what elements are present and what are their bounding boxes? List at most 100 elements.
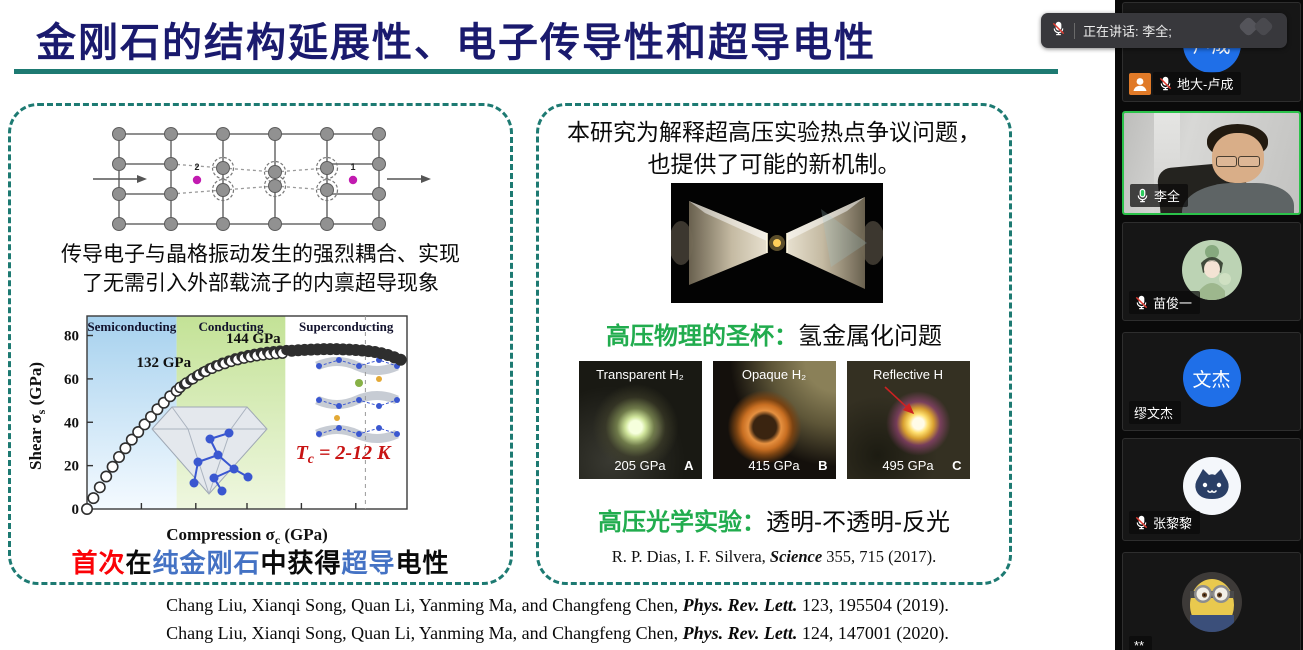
mic-muted-icon [1134, 295, 1149, 310]
ref-suffix: 124, 147001 (2020). [797, 623, 949, 643]
citation-prefix: R. P. Dias, I. F. Silvera, [611, 547, 770, 566]
intro-text: 本研究为解释超高压实验热点争议问题， 也提供了可能的新机制。 [539, 116, 1009, 180]
photo-pressure: 205 GPa [614, 458, 666, 473]
intro-line2: 也提供了可能的新机制。 [647, 151, 901, 177]
svg-text:60: 60 [64, 372, 79, 388]
participant-tile[interactable]: 苗俊一 [1122, 222, 1301, 321]
red-arrow-icon [883, 386, 914, 415]
avatar [1181, 455, 1243, 517]
diamond-anvil-cell-photo [671, 183, 883, 303]
mic-active-icon [1135, 188, 1150, 203]
ref-suffix: 123, 195504 (2019). [797, 595, 949, 615]
svg-text:Compression σc (GPa): Compression σc (GPa) [166, 525, 328, 547]
speaking-banner-text: 正在讲话: 李全; [1083, 24, 1172, 39]
photo-pressure: 415 GPa [748, 458, 800, 473]
ref-prefix: Chang Liu, Xianqi Song, Quan Li, Yanming… [166, 595, 683, 615]
optics-green: 高压光学实验： [598, 509, 766, 536]
participant-name: 缪文杰 [1134, 406, 1174, 421]
diamond-inset [151, 406, 268, 496]
participant-name: ** [1134, 638, 1145, 650]
participant-tile[interactable]: ** [1122, 552, 1301, 650]
banner-divider [1074, 22, 1075, 39]
hydrogen-photo-row: Transparent H₂ 205 GPa A Opaque H₂ 415 G… [539, 361, 1009, 479]
citation-suffix: 355, 715 (2017). [822, 547, 937, 566]
chart-insets [151, 357, 400, 496]
svg-text:Conducting: Conducting [198, 319, 264, 334]
highlight-statement: 首次在纯金刚石中获得超导电性 [11, 543, 510, 580]
participant-label: 张黎黎 [1129, 511, 1201, 534]
svg-text:80: 80 [64, 329, 79, 345]
mic-muted-icon [1051, 21, 1066, 41]
reference-line: Chang Liu, Xianqi Song, Quan Li, Yanming… [166, 595, 949, 615]
holy-grail-heading: 高压物理的圣杯：氢金属化问题 [539, 316, 1009, 351]
avatar [1181, 239, 1243, 301]
photo-top-label: Transparent H₂ [596, 367, 684, 382]
citation-journal: Science [769, 547, 823, 566]
photo-top-label: Reflective H [872, 367, 944, 382]
participant-name: 张黎黎 [1153, 516, 1193, 531]
participant-label: 缪文杰 [1129, 401, 1182, 424]
mic-muted-icon [1134, 515, 1149, 530]
photo-letter: B [818, 458, 828, 473]
svg-text:0: 0 [72, 502, 80, 518]
participant-label: 李全 [1130, 184, 1189, 207]
svg-text:40: 40 [64, 415, 79, 431]
optics-black: 透明-不透明-反光 [766, 509, 950, 536]
speaking-banner: 正在讲话: 李全; [1041, 13, 1287, 48]
person-badge-icon [1129, 73, 1151, 95]
highlight-seg: 电性 [395, 548, 450, 578]
svg-text:Shear σs (GPa): Shear σs (GPa) [26, 362, 48, 470]
participant-name: 李全 [1154, 189, 1181, 204]
shear-compression-chart: Semiconducting Conducting Superconducting [26, 315, 408, 547]
highlight-seg: 纯金刚石 [152, 548, 261, 578]
svg-text:Superconducting: Superconducting [299, 319, 394, 334]
coupling-text: 传导电子与晶格振动发生的强烈耦合、实现 了无需引入外部载流子的内禀超导现象 [11, 240, 510, 298]
photo-pressure: 495 GPa [882, 458, 934, 473]
dias-citation: R. P. Dias, I. F. Silvera, Science 355, … [539, 547, 1009, 567]
photo-letter: C [952, 458, 962, 473]
svg-text:132 GPa: 132 GPa [137, 355, 192, 371]
holy-grail-black: 氢金属化问题 [798, 323, 942, 350]
highlight-seg: 超导 [341, 548, 396, 578]
svg-text:144 GPa: 144 GPa [226, 331, 281, 347]
reference-line: Chang Liu, Xianqi Song, Quan Li, Yanming… [166, 623, 949, 643]
intro-line1: 本研究为解释超高压实验热点争议问题， [567, 119, 981, 145]
lattice-inset [315, 357, 400, 443]
ref-journal: Phys. Rev. Lett. [682, 595, 798, 615]
slide-title: 金刚石的结构延展性、电子传导性和超导电性 [36, 21, 876, 65]
participant-label: 地大-卢成 [1129, 72, 1242, 95]
references: Chang Liu, Xianqi Song, Quan Li, Yanming… [0, 591, 1115, 647]
participant-label: 苗俊一 [1129, 291, 1201, 314]
highlight-seg: 首次 [71, 548, 126, 578]
holy-grail-green: 高压物理的圣杯： [606, 323, 798, 350]
participant-name: 地大-卢成 [1177, 77, 1234, 92]
photo-opaque-h2: Opaque H₂ 415 GPa B [712, 361, 836, 479]
participant-tile[interactable]: 张黎黎 [1122, 438, 1301, 541]
photo-letter: A [684, 458, 694, 473]
optics-heading: 高压光学实验：透明-不透明-反光 [539, 502, 1009, 537]
svg-text:Semiconducting: Semiconducting [87, 319, 176, 334]
svg-text:Tc = 2-12 K: Tc = 2-12 K [296, 442, 392, 467]
coupling-line1: 传导电子与晶格振动发生的强烈耦合、实现 [61, 243, 460, 266]
participant-label: ** [1129, 636, 1153, 650]
mic-muted-icon [1158, 76, 1173, 91]
svg-text:1: 1 [350, 162, 355, 172]
coupling-line2: 了无需引入外部载流子的内禀超导现象 [82, 272, 439, 295]
ref-journal: Phys. Rev. Lett. [682, 623, 798, 643]
highlight-seg: 在 [125, 548, 153, 578]
ref-prefix: Chang Liu, Xianqi Song, Quan Li, Yanming… [166, 623, 683, 643]
right-panel: 本研究为解释超高压实验热点争议问题， 也提供了可能的新机制。 [536, 103, 1012, 585]
participant-tile[interactable]: 李全 [1122, 111, 1301, 215]
avatar [1181, 571, 1243, 633]
title-divider [14, 69, 1058, 74]
participant-tile[interactable]: 文杰 缪文杰 [1122, 332, 1301, 431]
highlight-seg: 中获得 [260, 548, 342, 578]
svg-text:2: 2 [194, 162, 199, 172]
photo-top-label: Opaque H₂ [741, 367, 807, 382]
meeting-logo-icon [1235, 15, 1279, 46]
